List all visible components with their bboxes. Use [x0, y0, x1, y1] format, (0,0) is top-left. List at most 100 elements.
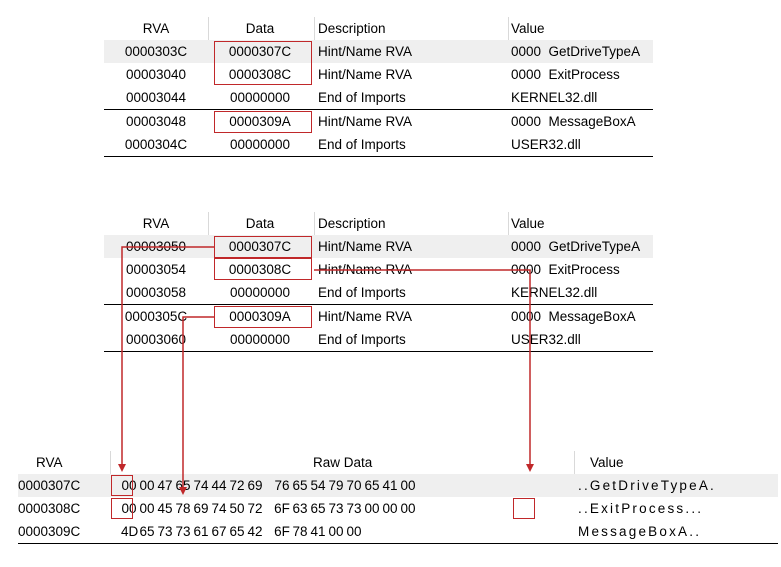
hex-byte: 73	[346, 501, 362, 516]
cell-data: 00000000	[229, 137, 291, 152]
dll-separator	[104, 109, 653, 110]
hex-row: 0000309C MessageBoxA.. 4D 65 73 73 61 67 65 42 6…	[18, 520, 778, 543]
cell-description: End of Imports	[318, 90, 406, 105]
cell-rva: 00003044	[125, 90, 187, 105]
hex-byte: 79	[328, 478, 344, 493]
cell-value: USER32.dll	[511, 332, 581, 347]
cell-value: 0000 MessageBoxA	[511, 309, 636, 324]
cell-data: 0000308C	[228, 67, 292, 82]
hex-byte: 65	[229, 524, 245, 539]
hex-rva: 0000307C	[18, 478, 81, 493]
cell-rva: 00003048	[125, 114, 187, 129]
cell-value: KERNEL32.dll	[511, 285, 598, 300]
header-rva: RVA	[142, 21, 170, 36]
hex-byte: 65	[364, 478, 380, 493]
hex-byte: 74	[193, 478, 209, 493]
cell-description: Hint/Name RVA	[318, 67, 413, 82]
cell-data: 0000308C	[228, 262, 292, 277]
table-header: RVA Data Description Value	[104, 212, 653, 235]
arrow-messagebox	[179, 316, 214, 495]
header-description: Description	[318, 216, 386, 231]
hex-byte: 00	[400, 501, 416, 516]
cell-rva: 00003040	[125, 67, 187, 82]
cell-data: 0000307C	[228, 239, 292, 254]
cell-data: 00000000	[229, 332, 291, 347]
cell-rva: 0000305C	[124, 309, 188, 324]
hex-byte: 70	[346, 478, 362, 493]
cell-rva: 00003060	[125, 332, 187, 347]
hex-ascii: MessageBoxA..	[578, 524, 702, 539]
cell-value: 0000 GetDriveTypeA	[511, 239, 641, 254]
hex-byte: 6F	[274, 501, 290, 516]
cell-description: Hint/Name RVA	[318, 239, 413, 254]
hex-byte: 72	[247, 501, 263, 516]
highlight-box	[214, 306, 312, 328]
table-row: 0000304C 00000000 End of Imports USER32.…	[104, 133, 653, 156]
cell-value: 0000 GetDriveTypeA	[511, 44, 641, 59]
cell-rva: 0000304C	[124, 137, 188, 152]
header-value: Value	[511, 216, 545, 231]
hex-header-value: Value	[590, 455, 624, 470]
highlight-box	[214, 258, 312, 280]
cell-value: 0000 MessageBoxA	[511, 114, 636, 129]
hex-ascii: ..GetDriveTypeA.	[578, 478, 716, 493]
header-value: Value	[511, 21, 545, 36]
cell-description: Hint/Name RVA	[318, 114, 413, 129]
hex-header-raw: Raw Data	[313, 455, 373, 470]
hex-byte: 41	[382, 478, 398, 493]
cell-data: 00000000	[229, 90, 291, 105]
header-description: Description	[318, 21, 386, 36]
hex-byte: 45	[157, 501, 173, 516]
arrow-gettype	[118, 246, 214, 472]
hex-byte: 00	[346, 524, 362, 539]
header-data: Data	[245, 216, 275, 231]
hex-byte: 76	[274, 478, 290, 493]
hex-bottom-border	[18, 543, 778, 544]
hex-byte: 00	[139, 478, 155, 493]
hex-byte: 6F	[274, 524, 290, 539]
hex-ascii: ..ExitProcess...	[578, 501, 704, 516]
hex-byte: 65	[139, 524, 155, 539]
cell-description: Hint/Name RVA	[318, 44, 413, 59]
cell-rva: 00003058	[125, 285, 187, 300]
highlight-box	[214, 236, 312, 258]
hex-rva: 0000308C	[18, 501, 81, 516]
cell-value: KERNEL32.dll	[511, 90, 598, 105]
hex-byte: 69	[193, 501, 209, 516]
hex-byte: 00	[139, 501, 155, 516]
hex-byte: 63	[292, 501, 308, 516]
hex-byte: 00	[328, 524, 344, 539]
hex-byte: 65	[310, 501, 326, 516]
hex-byte: 4D	[121, 524, 139, 539]
cell-rva: 0000303C	[124, 44, 188, 59]
cell-description: Hint/Name RVA	[318, 309, 413, 324]
cell-description: End of Imports	[318, 137, 406, 152]
header-data: Data	[245, 21, 275, 36]
table-bottom-border	[104, 351, 653, 352]
cell-data: 00000000	[229, 285, 291, 300]
hex-byte: 61	[193, 524, 209, 539]
hex-byte: 41	[310, 524, 326, 539]
table-header: RVA Data Description Value	[104, 17, 653, 40]
table-row: 00003048 0000309A Hint/Name RVA 0000 Mes…	[104, 110, 653, 133]
hex-byte: 00	[400, 478, 416, 493]
hex-byte: 73	[328, 501, 344, 516]
table-row: 00003058 00000000 End of Imports KERNEL3…	[104, 281, 653, 304]
hex-byte: 54	[310, 478, 326, 493]
hex-byte: 78	[175, 501, 191, 516]
table-row: 0000305C 0000309A Hint/Name RVA 0000 Mes…	[104, 305, 653, 328]
import-table-1: RVA Data Description Value 0000303C 0000…	[104, 17, 653, 157]
cell-data: 0000309A	[229, 114, 291, 129]
hex-byte: 73	[175, 524, 191, 539]
table-row: 00003040 0000308C Hint/Name RVA 0000 Exi…	[104, 63, 653, 86]
cell-description: End of Imports	[318, 285, 406, 300]
hex-dump-table: RVA Raw Data Value 0000307C ..GetDriveTy…	[0, 451, 781, 547]
hex-byte: 65	[292, 478, 308, 493]
table-row: 00003044 00000000 End of Imports KERNEL3…	[104, 86, 653, 109]
hex-byte: 73	[157, 524, 173, 539]
cell-rva: 00003054	[125, 262, 187, 277]
highlight-box	[513, 498, 535, 519]
highlight-box	[111, 498, 133, 519]
hex-byte: 72	[229, 478, 245, 493]
cell-data: 0000307C	[228, 44, 292, 59]
